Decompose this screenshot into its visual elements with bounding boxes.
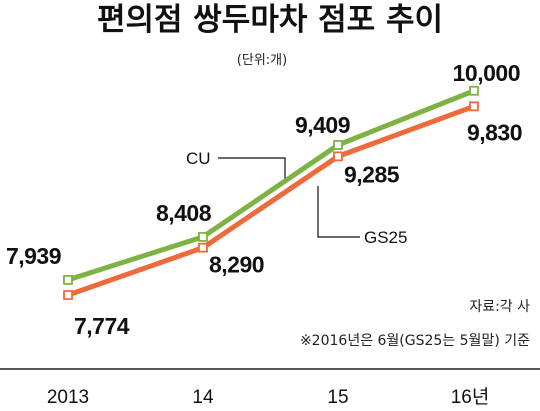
source-note: 자료:각 사 (469, 299, 530, 315)
series-label-cu: CU (186, 149, 211, 168)
value-label-gs25-2: 9,285 (344, 161, 400, 187)
point-cu-1 (198, 231, 208, 242)
point-gs25-0 (63, 290, 73, 300)
x-tick-label-3: 16년 (451, 386, 490, 408)
series-leaders (218, 157, 360, 238)
point-gs25-1 (198, 242, 208, 253)
value-label-cu-2: 9,409 (295, 112, 350, 138)
x-tick-label-2: 15 (327, 387, 348, 408)
value-label-cu-1: 8,408 (156, 200, 212, 226)
series-label-gs25: GS25 (364, 228, 407, 247)
series-points (63, 85, 479, 300)
value-label-gs25-1: 8,290 (209, 252, 264, 278)
value-label-cu-0: 7,939 (6, 243, 61, 269)
point-gs25-3 (469, 101, 479, 112)
chart-title: 편의점 쌍두마차 점포 추이 (97, 2, 443, 38)
x-tick-label-1: 14 (192, 387, 214, 408)
value-labels: 7,939 8,408 9,409 10,000 7,774 8,290 9,285 9,83… (6, 60, 523, 339)
unit-note: (단위:개) (237, 53, 287, 68)
cu-leader-line (218, 157, 286, 182)
value-label-gs25-0: 7,774 (74, 313, 130, 339)
gs25-leader-line (317, 186, 360, 238)
series-lines (67, 88, 475, 298)
footnote: ※2016년은 6월(GS25는 5월말) 기준 (300, 333, 530, 349)
value-label-cu-3: 10,000 (453, 60, 520, 86)
point-cu-2 (333, 140, 343, 150)
line-gs25 (67, 104, 475, 298)
point-cu-0 (63, 274, 73, 285)
x-tick-label-0: 2013 (47, 387, 89, 408)
point-cu-3 (469, 85, 479, 96)
x-axis-ticks: 2013 14 15 16년 (47, 386, 489, 408)
value-label-gs25-3: 9,830 (467, 119, 522, 145)
point-gs25-2 (333, 151, 343, 162)
line-cu (67, 88, 475, 283)
